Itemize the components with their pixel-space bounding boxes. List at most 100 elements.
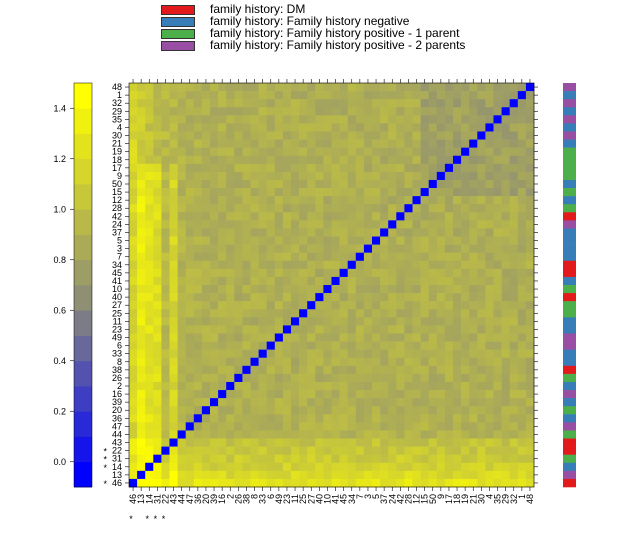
heatmap-cell [201, 139, 211, 148]
heatmap-cell [380, 99, 389, 108]
heatmap-cell [493, 139, 502, 148]
heatmap-cell [201, 131, 211, 140]
heatmap-cell [461, 147, 470, 157]
heatmap-cell [258, 285, 267, 294]
heatmap-cell [258, 252, 267, 262]
heatmap-cell [436, 123, 446, 132]
heatmap-cell [129, 107, 138, 116]
heatmap-cell [258, 365, 267, 375]
annotation-cell [563, 131, 576, 140]
heatmap-cell [153, 276, 162, 286]
heatmap-cell [428, 179, 438, 189]
heatmap-cell [169, 123, 178, 132]
heatmap-cell [444, 365, 454, 375]
heatmap-cell [201, 147, 211, 157]
heatmap-cell [372, 309, 381, 318]
heatmap-cell [493, 333, 502, 342]
heatmap-cell [307, 220, 316, 229]
heatmap-cell [145, 244, 154, 253]
heatmap-cell [323, 309, 332, 318]
heatmap-cell [355, 252, 365, 262]
heatmap-cell [169, 365, 178, 375]
heatmap-cell [307, 373, 316, 383]
heatmap-cell [501, 285, 510, 294]
heatmap-cell [161, 357, 170, 367]
heatmap-cell [331, 115, 340, 124]
heatmap-cell [331, 196, 340, 205]
heatmap-cell [347, 228, 357, 237]
column-label: 24 [387, 494, 397, 504]
heatmap-cell [363, 123, 373, 132]
heatmap-cell [291, 293, 300, 302]
heatmap-cell [258, 325, 267, 334]
heatmap-cell [218, 325, 227, 334]
heatmap-cell [347, 123, 357, 132]
heatmap-cell [323, 228, 332, 237]
heatmap-cell [372, 373, 381, 383]
heatmap-cell [145, 373, 154, 383]
heatmap-cell [428, 414, 438, 423]
heatmap-cell [258, 406, 267, 415]
heatmap-cell [282, 430, 292, 439]
heatmap-cell [234, 83, 243, 92]
row-label: 27 [112, 300, 122, 310]
heatmap-cell [339, 470, 348, 480]
heatmap-cell [266, 373, 276, 383]
heatmap-cell [250, 163, 259, 173]
heatmap-cell [218, 115, 227, 124]
heatmap-cell [372, 398, 381, 407]
heatmap-cell [461, 390, 470, 399]
heatmap-cell [355, 438, 365, 447]
heatmap-cell [501, 204, 510, 213]
heatmap-cell [485, 276, 494, 286]
heatmap-cell [509, 422, 519, 431]
heatmap-cell [161, 365, 170, 375]
heatmap-cell [210, 155, 219, 165]
heatmap-cell [218, 293, 227, 302]
heatmap-cell [404, 422, 413, 431]
heatmap-cell [266, 83, 276, 92]
heatmap-cell [509, 462, 519, 472]
heatmap-cell [185, 99, 195, 108]
heatmap-cell [339, 430, 348, 439]
heatmap-cell [493, 115, 502, 124]
heatmap-cell [461, 228, 470, 237]
heatmap-cell [274, 204, 284, 213]
heatmap-cell [307, 163, 316, 173]
heatmap-cell [404, 196, 413, 205]
heatmap-cell [282, 155, 292, 165]
heatmap-cell [525, 131, 535, 140]
heatmap-cell [153, 309, 162, 318]
row-label: 22 [112, 446, 122, 456]
heatmap-cell [461, 236, 470, 245]
heatmap-cell [331, 357, 340, 367]
heatmap-cell [420, 373, 429, 383]
heatmap-cell [428, 430, 438, 439]
legend-item-one-parent: family history: Family history positive … [160, 27, 520, 40]
heatmap-cell [323, 373, 332, 383]
heatmap-cell [339, 349, 348, 359]
heatmap-cell [372, 268, 381, 278]
heatmap-cell [461, 220, 470, 229]
heatmap-cell [291, 333, 300, 342]
heatmap-cell [412, 478, 421, 488]
heatmap-cell [242, 204, 251, 213]
heatmap-cell [420, 365, 429, 375]
heatmap-cell [242, 228, 251, 237]
heatmap-cell [396, 325, 405, 334]
heatmap-cell [380, 462, 389, 472]
column-label: 21 [468, 494, 478, 504]
heatmap-cell [250, 196, 259, 205]
heatmap-cell [169, 83, 178, 92]
heatmap-cell [428, 381, 438, 391]
heatmap-cell [525, 252, 535, 262]
heatmap-cell [477, 147, 486, 157]
heatmap-cell [436, 390, 446, 399]
heatmap-cell [177, 414, 186, 423]
heatmap-cell [291, 470, 300, 480]
heatmap-cell [436, 115, 446, 124]
heatmap-cell [493, 83, 502, 92]
heatmap-cell [517, 91, 527, 100]
heatmap-cell [258, 390, 267, 399]
heatmap-cell [291, 446, 300, 455]
